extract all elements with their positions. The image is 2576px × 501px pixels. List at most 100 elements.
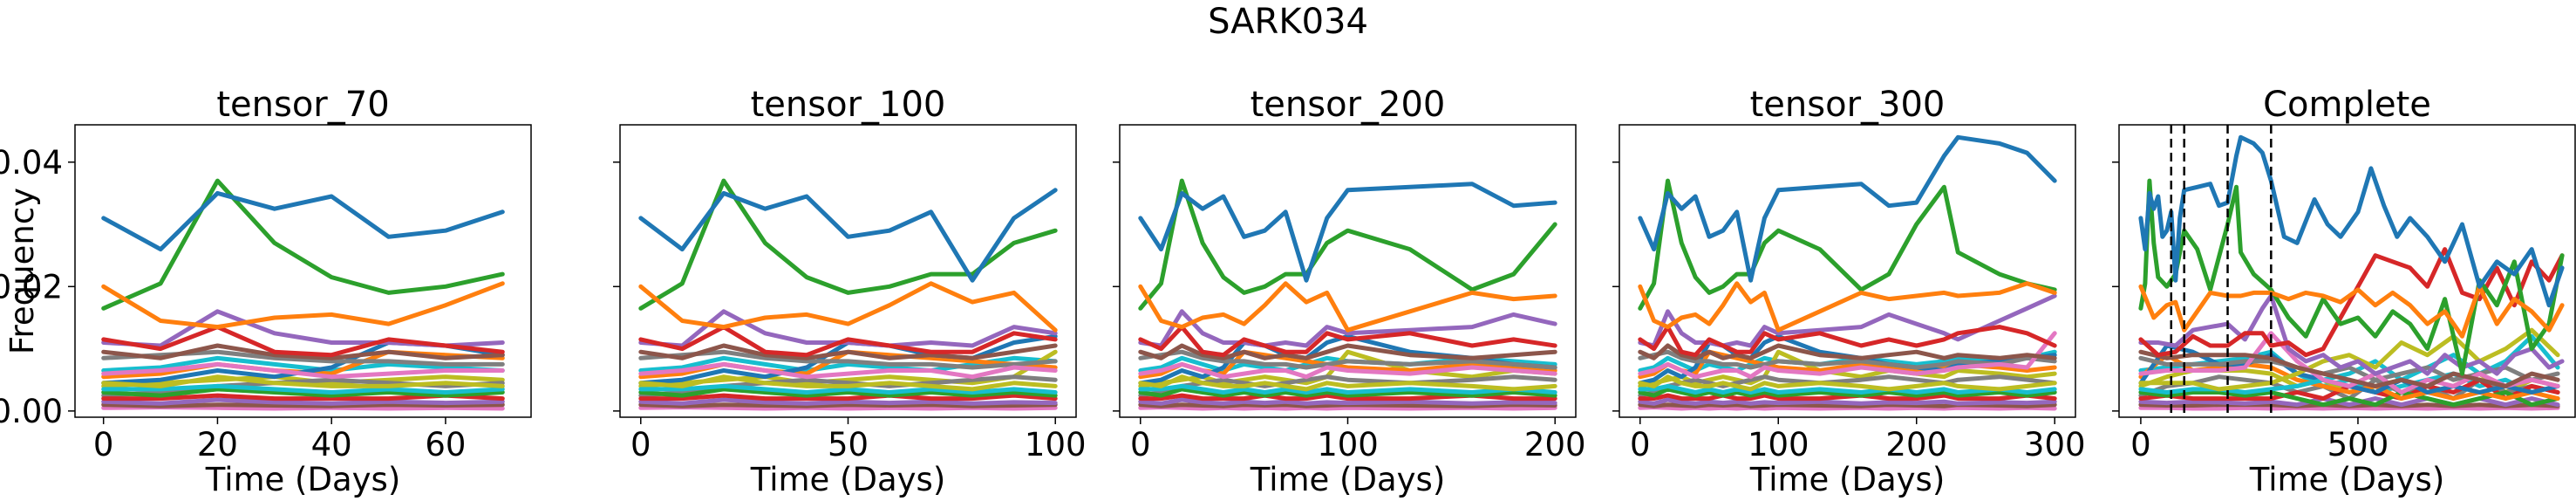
series-line-13 [638,387,1058,398]
x-axis-label: Time (Days) [750,461,946,498]
panel-1: 0 20 40 60 0.00 0.02 0.04 tensor_70 Time (Days) F… [0,85,532,498]
x-tick-label: 0 [93,426,114,463]
series-line-4 [1138,325,1557,358]
series-line-16 [638,402,1058,408]
panel-2: 0 50 100 tensor_100 Time (Days) [613,85,1087,498]
series-line-4 [2138,247,2565,358]
series-line-5 [1638,293,2057,348]
panel-title: tensor_200 [1251,85,1446,125]
x-axis-label: Time (Days) [1749,461,1946,498]
series-line-7 [2138,331,2560,395]
panel-title: tensor_70 [216,85,389,125]
x-axis-label: Time (Days) [2249,461,2445,498]
series-line-8 [1138,349,1557,370]
x-tick-label: 40 [311,426,352,463]
x-tick-label: 60 [425,426,466,463]
series-line-15 [1138,397,1557,406]
series-line-14 [1638,393,2057,401]
series-line-2 [2138,284,2565,339]
series-line-9 [101,374,505,388]
axes-frame [74,124,532,418]
x-tick-label: 50 [828,426,869,463]
x-tick-label: 0 [1630,426,1651,463]
series-line-1 [1638,134,2057,283]
x-tick-label: 500 [2327,426,2389,463]
series-line-13 [101,387,505,398]
series-line-9 [2138,327,2560,392]
series-line-11 [1638,333,2057,386]
x-tick-label: 100 [1025,426,1087,463]
series-line-3 [1138,178,1557,311]
series-line-1 [2138,134,2565,308]
series-line-6 [1638,343,2057,360]
panel-5: 0 500 Complete Time (Days) [2112,85,2576,498]
series-line-1 [101,190,505,252]
series-line-15 [1638,397,2057,406]
plot-area [2138,125,2565,417]
series-line-7 [1638,331,2057,380]
series-line-6 [1138,343,1557,360]
x-tick-label: 100 [1317,426,1379,463]
x-axis-label: Time (Days) [205,461,401,498]
series-line-3 [1638,178,2057,311]
series-line-8 [2138,355,2560,382]
plot-area [638,178,1058,411]
figure-title: SARK034 [1208,2,1368,42]
series-line-8 [1638,349,2057,370]
series-line-16 [101,402,505,408]
panel-title: tensor_100 [751,85,946,125]
series-line-13 [1638,387,2057,398]
x-axis-label: Time (Days) [1250,461,1446,498]
x-tick-label: 0 [1130,426,1151,463]
series-line-9 [638,374,1058,392]
panel-3: 0 100 200 tensor_200 Time (Days) [1113,85,1586,498]
series-line-6 [638,343,1058,360]
axes-frame [1619,124,2076,418]
series-line-2 [638,281,1058,333]
series-line-5 [1138,309,1557,348]
series-line-9 [1638,374,2057,392]
series-line-6 [2138,349,2560,388]
series-line-2 [1138,281,1557,333]
x-tick-label: 20 [197,426,238,463]
plot-area [1638,134,2057,411]
series-line-13 [1138,387,1557,398]
series-line-3 [101,178,505,311]
series-line-1 [638,188,1058,283]
axes-frame [2118,124,2576,418]
series-line-15 [101,397,505,406]
series-line-2 [1638,281,2057,333]
panel-title: Complete [2263,85,2431,125]
series-line-6 [101,343,505,360]
series-line-10 [1138,383,1557,395]
series-line-16 [1138,402,1557,408]
series-line-1 [1138,182,1557,283]
series-line-15 [2138,396,2560,408]
x-tick-label: 300 [2024,426,2086,463]
y-axis-label: Frequency [3,188,41,354]
series-line-10 [101,383,505,395]
plot-area [1138,178,1557,411]
x-tick-label: 0 [2130,426,2151,463]
series-line-14 [638,393,1058,401]
series-line-5 [2138,293,2565,376]
series-line-8 [638,349,1058,370]
series-line-10 [638,383,1058,395]
y-tick-label: 0.02 [0,268,63,305]
series-line-10 [1638,383,2057,395]
x-tick-label: 0 [630,426,651,463]
series-line-4 [1638,325,2057,358]
series-line-7 [101,361,505,380]
series-line-2 [101,281,505,330]
series-line-20 [101,355,505,373]
panel-4: 0 100 200 300 tensor_300 Time (Days) [1612,85,2086,498]
series-line-4 [638,325,1058,358]
series-line-15 [638,397,1058,406]
plot-area [101,178,505,411]
x-tick-label: 100 [1748,426,1809,463]
series-line-20 [1638,349,2057,373]
y-tick-label: 0.00 [0,393,63,430]
series-line-7 [1138,361,1557,380]
series-line-4 [101,325,505,358]
